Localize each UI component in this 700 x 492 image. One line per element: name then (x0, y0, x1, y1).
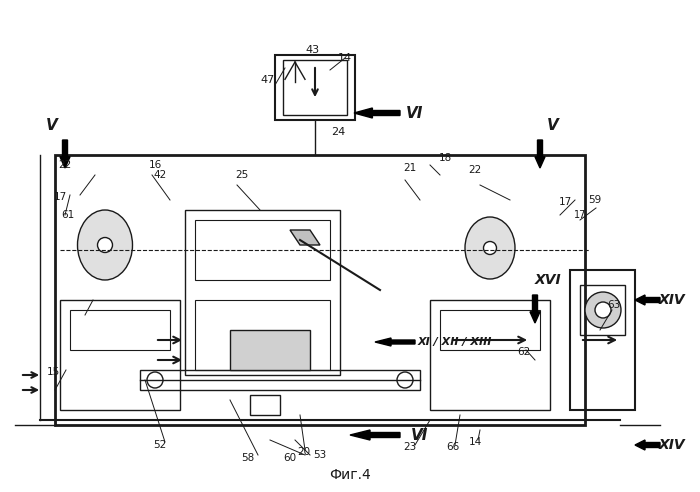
Ellipse shape (484, 242, 496, 254)
FancyArrow shape (535, 140, 545, 168)
Text: XIV: XIV (659, 293, 685, 307)
Text: 58: 58 (241, 453, 255, 463)
FancyArrow shape (635, 440, 660, 450)
Bar (185, 210, 340, 375)
Text: 14: 14 (338, 53, 352, 63)
Polygon shape (290, 230, 320, 245)
Bar (195, 220, 330, 280)
Bar (250, 395, 280, 415)
Text: 20: 20 (298, 447, 311, 457)
Text: 21: 21 (403, 163, 416, 173)
FancyArrow shape (530, 295, 540, 323)
Text: 42: 42 (153, 170, 167, 180)
Bar (275, 55, 355, 120)
Bar (570, 270, 635, 410)
Bar (283, 60, 347, 115)
Circle shape (595, 302, 611, 318)
Text: 15: 15 (46, 367, 60, 377)
Ellipse shape (78, 210, 132, 280)
Text: Фиг.4: Фиг.4 (329, 468, 371, 482)
Text: 24: 24 (331, 127, 345, 137)
Bar (195, 300, 330, 370)
FancyArrow shape (354, 108, 400, 118)
Text: 17: 17 (53, 192, 66, 202)
Text: 17: 17 (574, 210, 586, 220)
Bar (580, 285, 625, 335)
Text: XI / XII / XIII: XI / XII / XIII (418, 337, 492, 347)
FancyArrow shape (350, 430, 400, 440)
Ellipse shape (465, 217, 515, 279)
FancyArrow shape (375, 338, 415, 346)
Text: 17: 17 (559, 197, 572, 207)
Text: 23: 23 (403, 442, 416, 452)
Text: V: V (547, 118, 559, 132)
Circle shape (397, 372, 413, 388)
Bar (440, 310, 540, 350)
Text: V: V (46, 118, 58, 132)
Text: 43: 43 (306, 45, 320, 55)
Ellipse shape (97, 238, 113, 252)
Text: 52: 52 (153, 440, 167, 450)
Text: 14: 14 (468, 437, 482, 447)
Bar (140, 370, 420, 390)
Text: XVI: XVI (535, 273, 561, 287)
Text: 66: 66 (447, 442, 460, 452)
Text: 22: 22 (58, 160, 71, 170)
FancyArrow shape (635, 295, 660, 305)
Text: XIV: XIV (659, 438, 685, 452)
FancyArrow shape (60, 140, 70, 168)
Bar (430, 300, 550, 410)
Bar (55, 155, 585, 425)
Text: VI: VI (412, 428, 428, 442)
Text: 47: 47 (261, 75, 275, 85)
Text: 60: 60 (284, 453, 297, 463)
Bar (70, 310, 170, 350)
Text: 16: 16 (148, 160, 162, 170)
Circle shape (147, 372, 163, 388)
Text: 18: 18 (438, 153, 452, 163)
Text: 25: 25 (235, 170, 248, 180)
Circle shape (585, 292, 621, 328)
Text: 59: 59 (589, 195, 601, 205)
Text: 63: 63 (608, 300, 621, 310)
Text: 53: 53 (314, 450, 327, 460)
Text: 22: 22 (468, 165, 482, 175)
Bar (230, 330, 310, 370)
Text: VI: VI (406, 105, 424, 121)
Text: 62: 62 (517, 347, 531, 357)
Text: 61: 61 (62, 210, 75, 220)
Bar (60, 300, 180, 410)
